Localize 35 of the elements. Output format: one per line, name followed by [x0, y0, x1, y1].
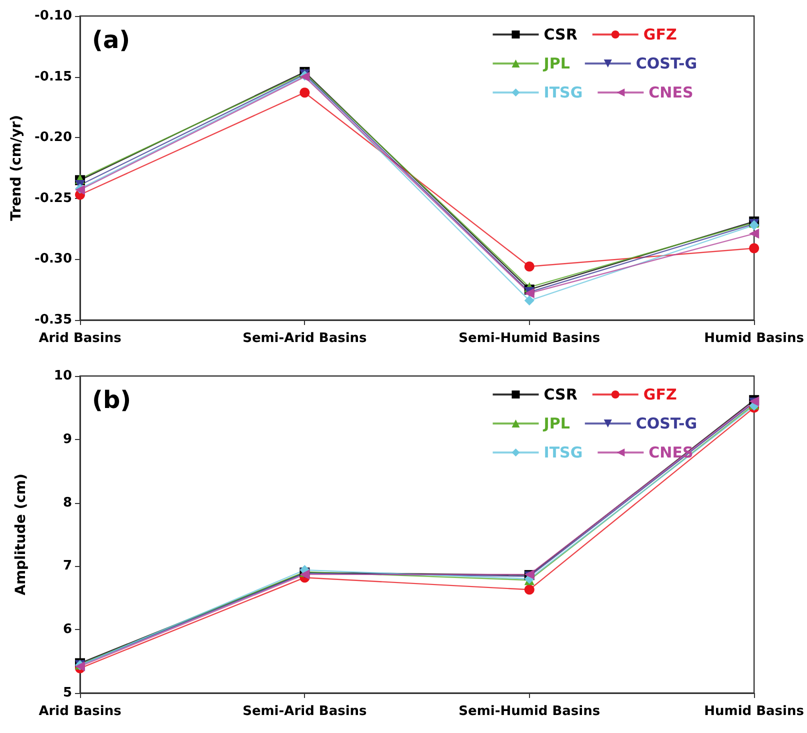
x-tick-label: Arid Basins: [38, 331, 122, 346]
y-tick-label: -0.20: [34, 130, 72, 146]
x-tick-label: Semi-Arid Basins: [242, 331, 368, 346]
legend-label: GFZ: [643, 26, 677, 44]
x-tick-label: Semi-Humid Basins: [458, 704, 600, 719]
legend-label: ITSG: [544, 84, 583, 102]
y-tick-label: 8: [62, 495, 72, 510]
x-tick-label: Humid Basins: [704, 704, 804, 719]
annotation: (a): [92, 26, 130, 54]
y-axis-title: Trend (cm/yr): [8, 114, 25, 222]
legend-label: CSR: [544, 386, 578, 404]
x-tick-label: Arid Basins: [38, 704, 122, 719]
y-axis-title: Amplitude (cm): [13, 474, 29, 596]
y-tick-label: -0.30: [34, 252, 72, 267]
y-tick-label: 7: [62, 558, 72, 574]
legend-label: ITSG: [544, 444, 583, 462]
legend-label: COST-G: [636, 54, 698, 72]
x-tick-label: Humid Basins: [704, 331, 804, 346]
legend-label: COST-G: [636, 414, 698, 432]
y-tick-label: -0.10: [34, 8, 72, 24]
legend-label: CNES: [648, 84, 694, 102]
y-tick-label: 5: [62, 686, 72, 700]
legend-label: JPL: [542, 414, 570, 432]
y-tick-label: 6: [62, 622, 72, 638]
legend-label: CSR: [544, 26, 578, 44]
legend-label: JPL: [542, 54, 570, 72]
y-tick-label: -0.35: [34, 312, 72, 328]
y-tick-label: 9: [62, 432, 72, 447]
legend-label: GFZ: [643, 386, 677, 404]
y-tick-label: 10: [54, 368, 72, 384]
y-tick-label: -0.15: [34, 69, 72, 84]
annotation: (b): [92, 386, 132, 414]
x-tick-label: Semi-Humid Basins: [458, 331, 600, 346]
y-tick-label: -0.25: [34, 190, 72, 206]
x-tick-label: Semi-Arid Basins: [242, 704, 368, 719]
